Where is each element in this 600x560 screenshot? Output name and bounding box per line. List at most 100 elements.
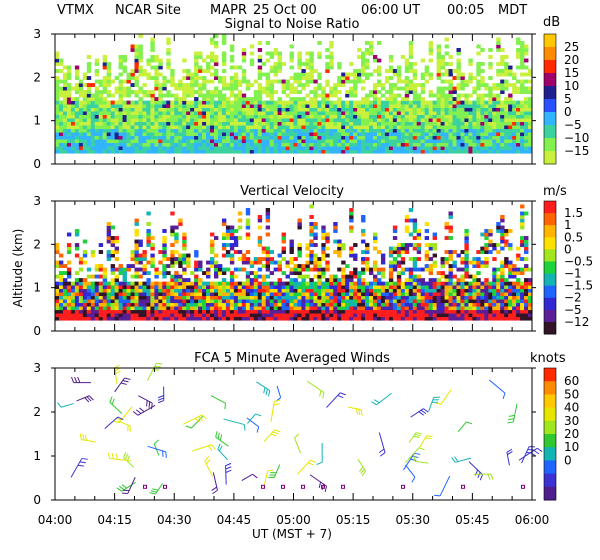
snr-cell [130,132,135,137]
velocity-cell [448,313,453,318]
snr-cell [404,76,410,80]
snr-cell [198,104,203,109]
snr-cell [520,121,525,126]
velocity-cell [293,288,298,293]
snr-cell [229,132,235,137]
snr-cell [456,100,461,105]
snr-cell [126,135,131,140]
snr-cell [388,132,394,137]
velocity-cell [265,232,271,237]
snr-cell [456,48,461,52]
snr-cell [233,142,239,147]
velocity-cell [118,271,123,276]
snr-cell [86,142,92,147]
velocity-cell [178,257,183,261]
snr-cell [269,107,275,112]
snr-cell [122,121,127,126]
snr-cell [305,76,310,80]
velocity-cell [285,299,290,304]
snr-cell [170,135,175,140]
velocity-cell [349,295,354,300]
velocity-cell [492,257,497,261]
velocity-cell [412,246,418,251]
snr-cell [341,139,346,144]
snr-cell [214,69,219,73]
velocity-cell [210,295,215,300]
velocity-cell [86,274,92,279]
velocity-cell [460,299,465,304]
velocity-cell [349,246,354,251]
snr-cell [269,100,275,105]
velocity-cell [456,295,461,300]
snr-cell [309,114,314,119]
velocity-cell [472,281,477,286]
snr-cell [58,62,64,66]
snr-cell [102,118,108,123]
snr-cell [301,104,306,109]
snr-cell [524,72,529,77]
snr-cell [289,128,294,133]
snr-cell [376,125,382,130]
snr-cell [150,111,155,116]
snr-cell [146,62,151,66]
velocity-cell [400,257,406,261]
snr-cell [110,79,116,84]
snr-cell [74,86,80,91]
velocity-cell [82,281,88,286]
velocity-cell [154,306,159,311]
velocity-cell [210,260,215,265]
snr-cell [349,114,354,119]
snr-cell [460,121,465,126]
snr-cell [333,83,338,87]
velocity-cell [424,309,430,314]
velocity-cell [58,288,64,293]
snr-cell [210,65,215,70]
velocity-cell [94,313,100,318]
snr-cell [90,107,96,112]
velocity-cell [309,288,314,293]
velocity-cell [492,281,497,286]
snr-cell [321,93,326,98]
velocity-cell [349,285,354,290]
velocity-cell [150,299,155,304]
snr-cell [253,128,259,133]
velocity-cell [233,239,239,244]
velocity-cell [202,309,207,314]
snr-cell [289,97,294,101]
snr-cell [309,76,314,80]
velocity-cell [392,250,398,254]
velocity-cell [452,264,457,268]
velocity-cell [221,306,227,311]
snr-cell [253,149,259,154]
snr-cell [520,65,525,70]
snr-cell [162,86,167,91]
velocity-cell [265,285,271,290]
velocity-cell [265,264,271,268]
snr-cell [257,55,263,59]
velocity-cell [221,299,227,304]
snr-cell [353,142,358,147]
snr-cell [472,86,477,91]
velocity-cell [349,292,354,297]
velocity-cell [337,250,342,254]
snr-cell [90,135,96,140]
velocity-cell [249,260,255,265]
velocity-cell [400,260,406,265]
velocity-cell [480,309,485,314]
snr-cell [309,90,314,94]
snr-cell [210,79,215,84]
snr-cell [408,90,414,94]
snr-cell [154,104,159,109]
snr-cell [416,83,422,87]
snr-cell [480,135,485,140]
snr-cell [281,132,286,137]
snr-cell [496,111,501,116]
snr-cell [384,69,390,73]
snr-cell [70,100,76,105]
snr-cell [488,62,493,66]
velocity-cell [472,302,477,307]
snr-cell [444,114,449,119]
velocity-cell [416,313,422,318]
velocity-cell [214,306,219,311]
velocity-cell [420,267,426,272]
